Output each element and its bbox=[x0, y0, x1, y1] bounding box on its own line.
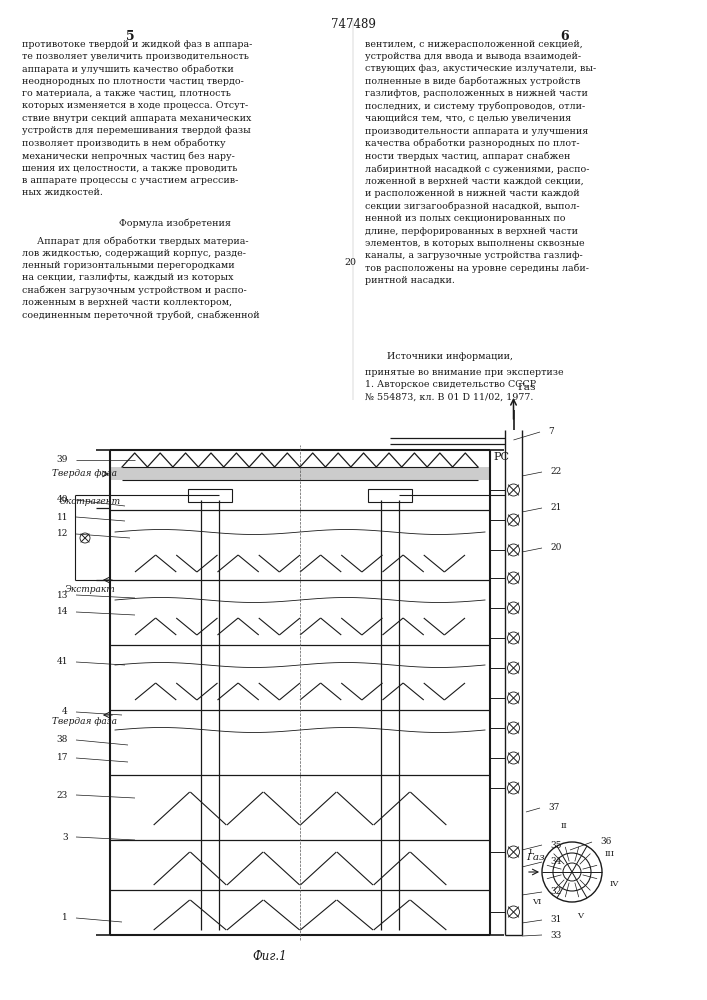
Text: Твердая фаза: Твердая фаза bbox=[52, 718, 117, 726]
Text: Фиг.1: Фиг.1 bbox=[252, 950, 287, 964]
Text: 7: 7 bbox=[548, 428, 554, 436]
Text: 11: 11 bbox=[57, 512, 68, 522]
Text: 36: 36 bbox=[600, 838, 612, 846]
Text: VI: VI bbox=[532, 898, 542, 906]
Text: 1: 1 bbox=[62, 914, 68, 922]
Text: Экстрагент: Экстрагент bbox=[60, 497, 121, 506]
Bar bbox=[110, 467, 490, 480]
Text: I: I bbox=[528, 848, 532, 856]
Text: противотоке твердой и жидкой фаз в аппара-
те позволяет увеличить производительн: противотоке твердой и жидкой фаз в аппар… bbox=[22, 40, 252, 197]
Bar bbox=[188, 489, 232, 502]
Text: Источники информации,: Источники информации, bbox=[387, 352, 513, 361]
Text: 22: 22 bbox=[550, 468, 561, 477]
Text: принятые во внимание при экспертизе
1. Авторское свидетельство СССР
№ 554873, кл: принятые во внимание при экспертизе 1. А… bbox=[365, 368, 563, 401]
Bar bbox=[368, 489, 412, 502]
Text: 6: 6 bbox=[561, 30, 569, 43]
Text: 31: 31 bbox=[550, 916, 561, 924]
Text: 12: 12 bbox=[57, 530, 68, 538]
Text: 4: 4 bbox=[62, 708, 68, 716]
Text: 37: 37 bbox=[548, 804, 559, 812]
Text: III: III bbox=[605, 850, 615, 858]
Text: 23: 23 bbox=[57, 790, 68, 800]
Text: 20: 20 bbox=[550, 544, 561, 552]
Text: 14: 14 bbox=[57, 607, 68, 616]
Text: 32: 32 bbox=[550, 888, 561, 896]
Text: Газ: Газ bbox=[526, 854, 544, 862]
Text: Твердая фаза: Твердая фаза bbox=[52, 470, 117, 479]
Text: II: II bbox=[561, 822, 568, 830]
Text: Газ: Газ bbox=[518, 383, 536, 392]
Text: 747489: 747489 bbox=[331, 18, 375, 31]
Text: V: V bbox=[577, 912, 583, 920]
Text: 33: 33 bbox=[550, 930, 561, 940]
Text: Аппарат для обработки твердых материа-
лов жидкостью, содержащий корпус, разде-
: Аппарат для обработки твердых материа- л… bbox=[22, 236, 259, 320]
Text: 3: 3 bbox=[62, 832, 68, 842]
Text: 20: 20 bbox=[344, 258, 356, 267]
Text: Формула изобретения: Формула изобретения bbox=[119, 218, 231, 228]
Text: 40: 40 bbox=[57, 495, 68, 504]
Text: вентилем, с нижерасположенной секцией,
устройства для ввода и вывода взаимодей-
: вентилем, с нижерасположенной секцией, у… bbox=[365, 40, 596, 285]
Text: 35: 35 bbox=[550, 840, 561, 850]
Text: 13: 13 bbox=[57, 590, 68, 599]
Text: 17: 17 bbox=[57, 754, 68, 762]
Text: Экстракт: Экстракт bbox=[65, 585, 116, 594]
Text: 41: 41 bbox=[57, 658, 68, 666]
Text: РС: РС bbox=[493, 452, 509, 462]
Text: IV: IV bbox=[609, 880, 619, 888]
Text: 5: 5 bbox=[126, 30, 134, 43]
Text: 39: 39 bbox=[57, 456, 68, 464]
Text: 21: 21 bbox=[550, 504, 561, 512]
Text: 38: 38 bbox=[57, 736, 68, 744]
Text: 34: 34 bbox=[550, 857, 561, 866]
